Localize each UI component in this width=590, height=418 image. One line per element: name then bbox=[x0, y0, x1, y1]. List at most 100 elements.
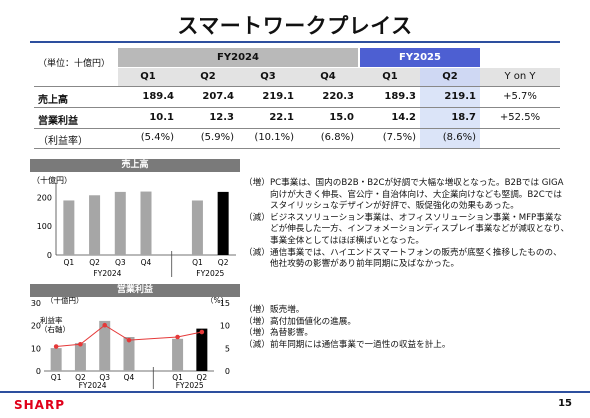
current-quarter-highlight bbox=[420, 86, 480, 148]
quarter-header-highlight bbox=[420, 68, 480, 86]
row-label-profit: 営業利益 bbox=[38, 116, 78, 127]
chart-unit-label: （十億円） bbox=[32, 175, 72, 185]
group-label-fy2025: FY2025 bbox=[176, 381, 204, 389]
x-tick-label: Q1 bbox=[51, 373, 62, 382]
y-tick-right: 15 bbox=[220, 299, 230, 308]
list-item: （増） PC事業は、国内のB2B・B2Cが好調で大幅な増収となった。B2Bでは … bbox=[244, 178, 570, 213]
table-cell: (7.5%) bbox=[382, 132, 416, 143]
col-header: Q3 bbox=[260, 71, 276, 82]
table-cell-yoy: +52.5% bbox=[499, 112, 541, 123]
sales-bullets: （増） PC事業は、国内のB2B・B2Cが好調で大幅な増収となった。B2Bでは … bbox=[244, 178, 570, 271]
row-divider bbox=[34, 128, 560, 129]
group-label-fy2025: FY2025 bbox=[196, 269, 224, 278]
margin-point bbox=[175, 334, 180, 340]
header-fy2024: FY2024 bbox=[118, 48, 358, 67]
table-cell-yoy: +5.7% bbox=[503, 91, 537, 102]
bullet-tag: （減） bbox=[244, 212, 270, 223]
col-header: Q1 bbox=[140, 71, 156, 82]
bar bbox=[140, 191, 152, 255]
x-tick-label: Q2 bbox=[197, 373, 208, 382]
footer-rule bbox=[0, 391, 590, 393]
x-tick-label: Q4 bbox=[124, 373, 135, 382]
table-cell: 12.3 bbox=[209, 112, 234, 123]
profit-chart: （十億円） （%） 0 10 20 30 0 5 10 15 Q1 Q2 Q3 Q4 Q1 Q2 利益率（右軸）… bbox=[31, 297, 230, 389]
bullet-text: 高付加価値化の進展。 bbox=[270, 316, 356, 327]
row-divider bbox=[34, 86, 560, 87]
x-tick-label: Q2 bbox=[89, 258, 100, 267]
x-tick-label: Q1 bbox=[192, 258, 203, 267]
bullet-tag: （増） bbox=[244, 316, 270, 327]
x-tick-label: Q4 bbox=[141, 258, 152, 267]
bar bbox=[196, 328, 208, 371]
table-cell: 220.3 bbox=[322, 91, 354, 102]
margin-point bbox=[126, 337, 132, 343]
y-tick-left: 30 bbox=[31, 299, 41, 308]
x-tick-label: Q1 bbox=[64, 258, 75, 267]
bullet-tag: （増） bbox=[244, 305, 270, 315]
y-tick-right: 5 bbox=[225, 344, 230, 353]
chart-unit-right: （%） bbox=[206, 297, 228, 305]
x-tick-label: Q2 bbox=[218, 258, 229, 267]
table-cell: 15.0 bbox=[329, 112, 354, 123]
row-divider bbox=[34, 107, 560, 108]
col-header: Q4 bbox=[320, 71, 336, 82]
margin-point bbox=[78, 341, 83, 347]
profit-band: 営業利益 bbox=[30, 284, 240, 297]
bullet-tag: （増） bbox=[244, 328, 270, 339]
list-item: （増） 販売増。 bbox=[244, 305, 570, 317]
page-number: 15 bbox=[558, 398, 572, 409]
col-header: Q1 bbox=[382, 71, 398, 82]
row-label-margin: （利益率） bbox=[38, 136, 88, 147]
bullet-text: 前年同期には通信事業で一過性の収益を計上。 bbox=[270, 339, 451, 350]
table-cell: 189.3 bbox=[384, 91, 416, 102]
bar bbox=[114, 191, 126, 255]
sharp-logo: SHARP bbox=[14, 398, 66, 412]
table-unit: （単位：十億円） bbox=[38, 59, 111, 69]
table-cell: 22.1 bbox=[269, 112, 294, 123]
list-item: （増） 高付加価値化の進展。 bbox=[244, 317, 570, 329]
bullet-text: ビジネスソリューション事業は、オフィスソリューション事業・MFP事業などが伸長し… bbox=[270, 212, 570, 246]
y-tick-left: 20 bbox=[31, 322, 41, 331]
bullet-text: PC事業は、国内のB2B・B2Cが好調で大幅な増収となった。B2Bでは GIGA… bbox=[270, 178, 564, 212]
bullet-tag: （減） bbox=[244, 339, 270, 350]
margin-point bbox=[102, 322, 108, 328]
bullet-tag: （減） bbox=[244, 247, 270, 258]
y-tick-left: 0 bbox=[36, 367, 41, 376]
list-item: （減） 前年同期には通信事業で一過性の収益を計上。 bbox=[244, 340, 570, 352]
bar bbox=[123, 337, 135, 371]
bar bbox=[172, 338, 184, 371]
bullet-tag: （増） bbox=[244, 178, 270, 188]
table-cell: 189.4 bbox=[142, 91, 174, 102]
table-cell: (6.8%) bbox=[320, 132, 354, 143]
row-divider bbox=[34, 148, 560, 149]
annotation-line: （右軸） bbox=[40, 324, 70, 334]
title-rule bbox=[30, 41, 560, 43]
y-tick-right: 0 bbox=[225, 367, 230, 376]
margin-line bbox=[56, 324, 202, 348]
bullet-text: 為替影響。 bbox=[270, 328, 313, 339]
y-tick-label: 0 bbox=[47, 251, 52, 260]
x-tick-label: Q3 bbox=[115, 258, 126, 267]
group-label-fy2024: FY2024 bbox=[79, 381, 107, 389]
bar bbox=[63, 200, 75, 255]
table-cell: 219.1 bbox=[444, 91, 476, 102]
page-title: スマートワークプレイス bbox=[177, 14, 413, 38]
group-label-fy2024: FY2024 bbox=[93, 269, 121, 278]
bullet-text: 販売増。 bbox=[270, 305, 305, 315]
table-cell: (5.4%) bbox=[140, 132, 174, 143]
y-tick-label: 100 bbox=[37, 222, 52, 231]
sales-chart: （十億円） 0 100 200 Q1 Q2 Q3 Q4 Q1 Q2 FY2024 FY2025 bbox=[32, 175, 236, 278]
col-header-yoy: Y on Y bbox=[504, 71, 536, 82]
bar bbox=[191, 200, 203, 255]
x-tick-label: Q2 bbox=[75, 373, 86, 382]
list-item: （減） 通信事業では、ハイエンドスマートフォンの販売が底堅く推移したものの、他社… bbox=[244, 248, 570, 271]
annotation-line: 利益率 bbox=[40, 315, 63, 325]
y-tick-label: 200 bbox=[37, 193, 52, 202]
list-item: （増） 為替影響。 bbox=[244, 328, 570, 340]
chart-unit-left: （十億円） bbox=[46, 297, 84, 305]
margin-point bbox=[199, 329, 205, 335]
table-cell: 10.1 bbox=[149, 112, 174, 123]
list-item: （減） ビジネスソリューション事業は、オフィスソリューション事業・MFP事業など… bbox=[244, 213, 570, 248]
col-header: Q2 bbox=[200, 71, 216, 82]
bar bbox=[99, 320, 111, 371]
